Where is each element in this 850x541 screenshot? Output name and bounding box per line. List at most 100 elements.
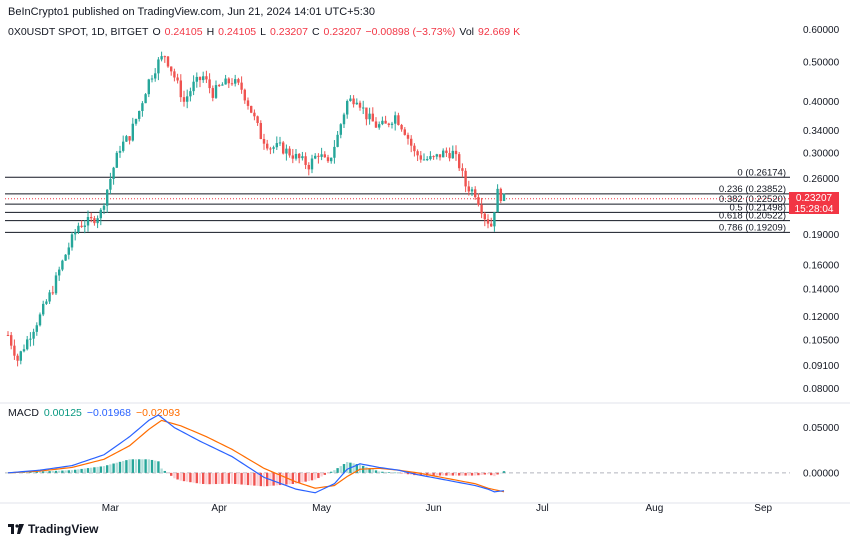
candle-body (365, 107, 368, 120)
macd-histogram-bar (211, 472, 214, 485)
macd-histogram-bar (42, 471, 45, 473)
macd-histogram-bar (96, 466, 99, 473)
candle-body (80, 225, 83, 227)
macd-histogram-bar (317, 472, 320, 479)
candle-body (93, 218, 96, 224)
candle-body (61, 260, 64, 270)
candle-body (54, 275, 58, 294)
macd-histogram-bar (205, 472, 208, 485)
candle-body (275, 143, 278, 148)
candle-body (346, 101, 349, 115)
macd-histogram-bar (122, 460, 125, 473)
macd-histogram-bar (227, 472, 230, 484)
macd-histogram-bar (32, 471, 35, 473)
macd-histogram-bar (406, 472, 410, 475)
macd-histogram-bar (45, 471, 48, 473)
macd-histogram-bar (381, 471, 384, 473)
macd-histogram-bar (502, 471, 506, 473)
macd-histogram-bar (202, 472, 205, 484)
candle-body (70, 234, 74, 248)
candle-body (387, 123, 390, 125)
candle-body (317, 155, 320, 157)
candle-body (490, 223, 493, 227)
macd-histogram-bar (176, 472, 179, 480)
macd-label[interactable]: MACD (8, 407, 39, 419)
low-label: L (260, 26, 266, 38)
macd-histogram-bar (310, 472, 314, 481)
candle-body (138, 111, 141, 119)
macd-histogram-bar (237, 472, 240, 485)
macd-histogram-bar (282, 472, 285, 485)
candle-body (323, 154, 326, 158)
candle-body (461, 168, 464, 171)
price-tick-label: 0.26000 (803, 174, 840, 185)
candle-body (90, 216, 93, 219)
macd-histogram-bar (390, 472, 394, 473)
candle-body (16, 355, 19, 361)
candle-body (451, 150, 454, 159)
macd-histogram-bar (77, 469, 80, 473)
candle-body (336, 134, 339, 147)
price-tick-label: 0.34000 (803, 126, 840, 137)
candle-body (224, 78, 227, 85)
candle-body (240, 82, 243, 90)
macd-histogram-bar (67, 470, 70, 473)
candle-body (202, 76, 205, 81)
candle-body (182, 97, 186, 102)
candle-body (362, 107, 365, 109)
candle-body (6, 335, 10, 337)
macd-histogram-bar (259, 472, 262, 487)
candle-body (163, 56, 166, 58)
macd-histogram-bar (442, 472, 445, 476)
time-tick-label: Aug (646, 503, 664, 514)
macd-histogram-bar (323, 472, 326, 475)
candle-body (282, 142, 285, 154)
candle-body (464, 170, 467, 187)
macd-histogram-bar (195, 472, 198, 484)
candle-body (349, 98, 352, 102)
macd-histogram-bar (336, 468, 339, 473)
macd-histogram-bar (125, 460, 128, 473)
candle-body (32, 331, 35, 339)
candle-body (35, 325, 38, 332)
candle-body (45, 301, 48, 304)
macd-histogram-bar (170, 472, 173, 476)
open-label: O (152, 26, 161, 38)
candle-body (106, 189, 109, 206)
candle-body (227, 78, 230, 84)
price-tick-label: 0.14000 (803, 284, 840, 295)
candle-body (150, 78, 154, 80)
candle-body (211, 88, 214, 98)
macd-histogram-bar (291, 472, 294, 484)
candle-body (51, 292, 54, 294)
last-price-badge: 0.23207 15:28:04 (789, 192, 839, 215)
candle-body (371, 113, 374, 122)
macd-histogram-bar (467, 472, 470, 476)
candle-body (435, 154, 438, 157)
candle-body (413, 145, 416, 152)
macd-histogram-bar (400, 472, 403, 474)
macd-histogram-bar (80, 468, 83, 473)
fib-level-label: 0.786 (0.19209) (719, 222, 786, 233)
candle-body (205, 76, 208, 80)
macd-histogram-bar (35, 471, 38, 473)
candle-body (429, 156, 432, 160)
candle-body (58, 269, 61, 276)
macd-histogram-bar (275, 472, 278, 486)
macd-histogram-bar (26, 472, 29, 473)
candle-body (442, 150, 445, 158)
macd-histogram-bar (246, 472, 250, 486)
candle-body (298, 153, 301, 159)
candle-body (294, 153, 298, 159)
macd-histogram-bar (272, 472, 275, 486)
symbol-name[interactable]: 0X0USDT SPOT, 1D, BITGET (8, 26, 149, 38)
candle-body (160, 56, 163, 60)
candle-body (397, 115, 400, 125)
candle-body (176, 77, 179, 81)
macd-histogram-bar (451, 472, 454, 476)
candle-body (192, 81, 195, 92)
tradingview-icon (8, 524, 24, 534)
tradingview-logo[interactable]: TradingView (8, 522, 98, 536)
high-label: H (206, 26, 215, 38)
